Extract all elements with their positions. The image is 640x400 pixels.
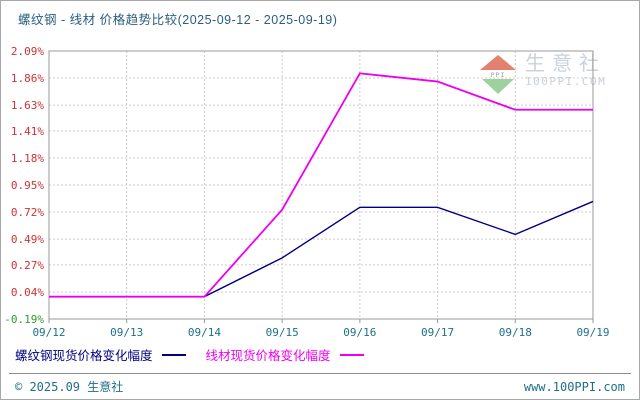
price-trend-chart: 2.09% 1.86% 1.63% 1.41% 1.18% 0.95% 0.72% 0.49%… bbox=[4, 45, 609, 339]
x-tick-label: 09/14 bbox=[188, 326, 221, 339]
y-tick-label: 1.18% bbox=[11, 152, 44, 165]
chart-title: 螺纹钢 - 线材 价格趋势比较(2025-09-12 - 2025-09-19) bbox=[18, 13, 338, 27]
series-line-rebar-spot-price-change bbox=[49, 200, 594, 298]
footer-copyright: © 2025.09 生意社 bbox=[15, 380, 124, 394]
x-tick-label: 09/12 bbox=[32, 326, 65, 339]
x-tick-label: 09/18 bbox=[499, 326, 532, 339]
x-tick-label: 09/19 bbox=[576, 326, 609, 339]
footer-bar: © 2025.09 生意社 www.100PPI.com bbox=[9, 373, 631, 395]
footer-site-link[interactable]: www.100PPI.com bbox=[523, 379, 625, 394]
y-tick-label: 1.86% bbox=[11, 72, 44, 85]
watermark: PPI 生意社 100PPI.COM bbox=[477, 53, 606, 97]
y-tick-label: 1.63% bbox=[11, 99, 44, 112]
y-tick-label: 2.09% bbox=[11, 45, 44, 58]
x-tick-label: 09/17 bbox=[421, 326, 454, 339]
svg-text:PPI: PPI bbox=[491, 71, 506, 79]
y-tick-label: 0.04% bbox=[11, 286, 44, 299]
sunsirs-logo-icon: PPI bbox=[480, 55, 516, 94]
y-tick-label: -0.19% bbox=[4, 313, 44, 326]
chart-legend: 螺纹钢现货价格变化幅度 线材现货价格变化幅度 bbox=[15, 345, 364, 364]
watermark-site-text: 100PPI.COM bbox=[525, 75, 607, 88]
legend-label-rebar: 螺纹钢现货价格变化幅度 bbox=[15, 349, 153, 363]
legend-item-wire-rod: 线材现货价格变化幅度 bbox=[206, 345, 364, 364]
series-line-wire-rod-spot-price-change bbox=[49, 72, 593, 298]
y-tick-label: 0.27% bbox=[11, 259, 44, 272]
y-tick-label: 0.72% bbox=[11, 206, 44, 219]
legend-item-rebar: 螺纹钢现货价格变化幅度 bbox=[15, 345, 186, 364]
y-tick-label: 1.41% bbox=[11, 125, 44, 138]
x-tick-label: 09/13 bbox=[110, 326, 143, 339]
y-tick-label: 0.49% bbox=[11, 233, 44, 246]
legend-line-sample-rebar bbox=[161, 353, 186, 356]
watermark-brand-text: 生意社 bbox=[525, 53, 606, 75]
legend-line-sample-wire-rod bbox=[339, 353, 364, 356]
y-tick-label: 0.95% bbox=[11, 179, 44, 192]
legend-label-wire-rod: 线材现货价格变化幅度 bbox=[205, 349, 331, 363]
x-tick-label: 09/16 bbox=[343, 326, 376, 339]
plot-border bbox=[48, 50, 594, 320]
x-tick-label: 09/15 bbox=[266, 326, 299, 339]
